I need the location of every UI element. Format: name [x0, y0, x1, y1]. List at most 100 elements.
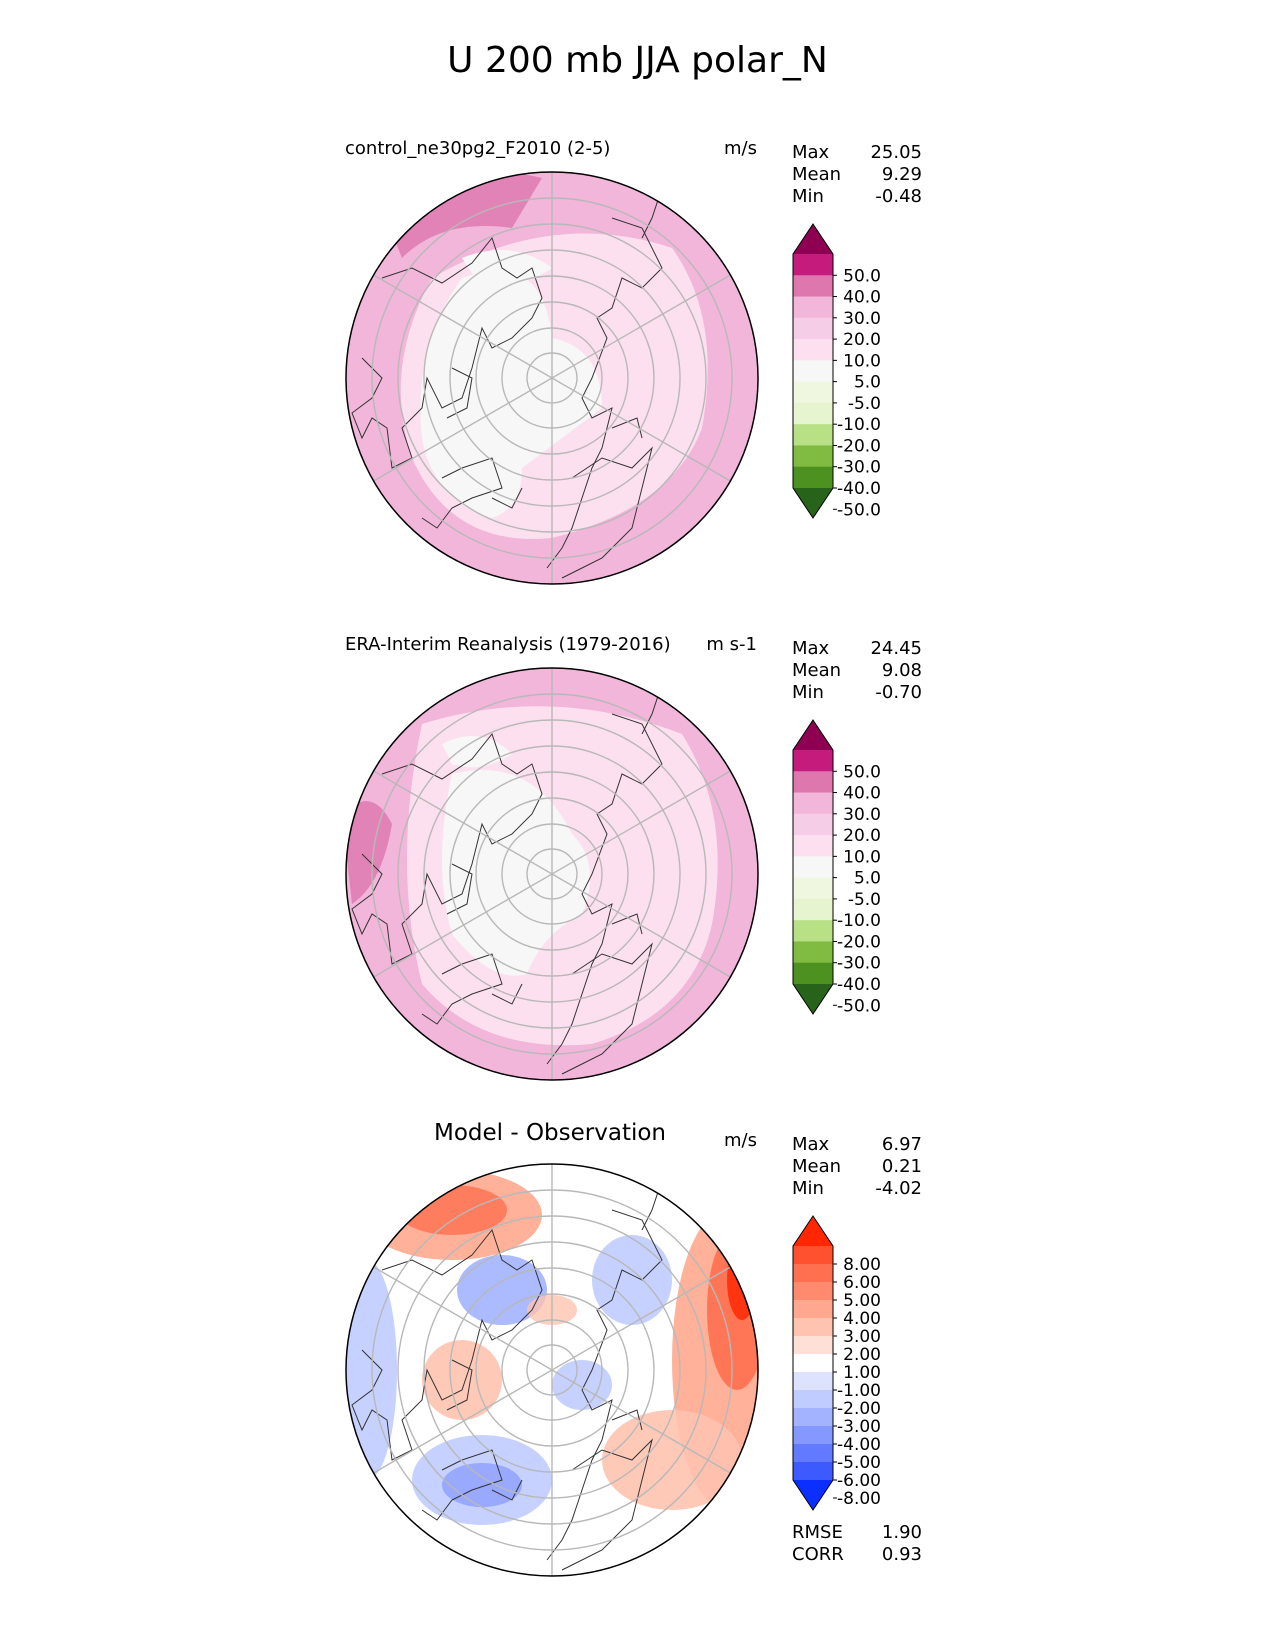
- colorbar-tick-label: -40.0: [837, 975, 881, 995]
- colorbar-tick-label: -2.00: [837, 1399, 881, 1419]
- stat-label: CORR: [792, 1544, 844, 1565]
- colorbar-segment: [793, 877, 833, 900]
- panel-title: Model - Observation: [433, 1120, 667, 1146]
- colorbar-tick-label: 50.0: [843, 762, 881, 782]
- stat-value: 6.97: [881, 1134, 922, 1155]
- map-boundary: [345, 1163, 759, 1577]
- colorbar-segment: [793, 771, 833, 794]
- stat-label: Min: [792, 682, 824, 703]
- stat-label: Min: [792, 186, 824, 207]
- stat-value: -0.48: [875, 186, 922, 207]
- colorbar-segment: [793, 1354, 833, 1373]
- stats-box: Max 25.05 Mean 9.29 Min -0.48: [792, 142, 922, 208]
- colorbar-tick-label: -30.0: [837, 458, 881, 478]
- stat-min: Min -0.48: [792, 186, 922, 208]
- colorbar-tick-label: 5.00: [843, 1291, 881, 1311]
- colorbar-tick-label: -4.00: [837, 1435, 881, 1455]
- colorbar-segment: [793, 1318, 833, 1337]
- colorbar-tick-label: 3.00: [843, 1327, 881, 1347]
- stat-label: Max: [792, 142, 830, 163]
- map-boundary: [345, 667, 759, 1081]
- colorbar-segment: [793, 856, 833, 879]
- colorbar-segment: [793, 835, 833, 857]
- stat-value: 0.93: [881, 1544, 922, 1565]
- panel-units: m/s: [724, 1130, 757, 1151]
- panel-units: m/s: [724, 138, 757, 159]
- polar-map: [345, 171, 759, 585]
- colorbar-segment: [793, 466, 833, 489]
- colorbar-extend-min: [793, 1480, 833, 1510]
- field-contour: [346, 801, 392, 904]
- field-contour: [397, 1185, 507, 1235]
- colorbar-segment: [793, 254, 833, 276]
- stat-mean: Mean 9.29: [792, 164, 922, 186]
- colorbar-segment: [793, 750, 833, 772]
- colorbar-tick-label: 5.0: [854, 869, 881, 889]
- stat-value: 24.45: [870, 638, 922, 659]
- stat-label: Max: [792, 638, 830, 659]
- colorbar-tick-label: -5.0: [848, 394, 881, 414]
- colorbar-segment: [793, 1300, 833, 1319]
- colorbar: 50.040.030.020.010.05.0-5.0-10.0-20.0-30…: [792, 223, 881, 520]
- field-contour: [457, 1255, 547, 1325]
- stat-label: Mean: [792, 164, 842, 185]
- stats-box: Max 6.97 Mean 0.21 Min -4.02: [792, 1134, 922, 1200]
- graticule: [371, 1164, 733, 1576]
- colorbar-segment: [793, 339, 833, 361]
- colorbar-segment: [793, 381, 833, 404]
- error-stats: RMSE 1.90 CORR 0.93: [792, 1522, 922, 1566]
- colorbar-segment: [793, 360, 833, 383]
- colorbar-segment: [793, 296, 833, 319]
- colorbar-extend-max: [793, 224, 833, 254]
- polar-map: [345, 667, 759, 1081]
- figure-title: U 200 mb JJA polar_N: [447, 40, 828, 81]
- colorbar-tick-label: 2.00: [843, 1345, 881, 1365]
- colorbar-tick-label: -6.00: [837, 1471, 881, 1491]
- colorbar-tick-label: -20.0: [837, 932, 881, 952]
- stat-label: Max: [792, 1134, 830, 1155]
- stat-value: 25.05: [870, 142, 922, 163]
- colorbar-segment: [793, 792, 833, 815]
- colorbar-tick-label: -3.00: [837, 1417, 881, 1437]
- stat-label: RMSE: [792, 1522, 843, 1543]
- panel-ref: ERA-Interim Reanalysis (1979-2016) m s-1…: [0, 626, 1275, 1116]
- colorbar-tick-label: 10.0: [843, 351, 881, 371]
- stat-label: Mean: [792, 660, 842, 681]
- stat-max: Max 6.97: [792, 1134, 922, 1156]
- stat-label: Mean: [792, 1156, 842, 1177]
- colorbar-segment: [793, 1372, 833, 1391]
- stat-value: 0.21: [881, 1156, 922, 1177]
- polar-map: [345, 1163, 759, 1577]
- colorbar-tick-label: -5.00: [837, 1453, 881, 1473]
- colorbar-tick-label: -1.00: [837, 1381, 881, 1401]
- colorbar-tick-label: -20.0: [837, 436, 881, 456]
- colorbar-tick-label: -50.0: [837, 996, 881, 1016]
- colorbar-tick-label: 1.00: [843, 1363, 881, 1383]
- colorbar-segment: [793, 1444, 833, 1463]
- colorbar-segment: [793, 1282, 833, 1301]
- panel-diff: Model - Observation m/s Max 6.97 Mean 0.21…: [0, 1120, 1275, 1612]
- colorbar: 8.006.005.004.003.002.001.00-1.00-2.00-3…: [792, 1215, 881, 1511]
- colorbar-extend-min: [793, 984, 833, 1014]
- field-contour: [592, 1235, 672, 1325]
- colorbar-segment: [793, 898, 833, 921]
- colorbar-segment: [793, 275, 833, 298]
- colorbar-tick-label: 20.0: [843, 330, 881, 350]
- stats-box: Max 24.45 Mean 9.08 Min -0.70: [792, 638, 922, 704]
- panel-test: control_ne30pg2_F2010 (2-5) m/s Max 25.05…: [0, 130, 1275, 620]
- graticule: [371, 668, 733, 1080]
- colorbar-tick-label: 40.0: [843, 288, 881, 308]
- field-contour: [602, 1410, 742, 1510]
- panel-title: control_ne30pg2_F2010 (2-5): [345, 138, 611, 159]
- stat-label: Min: [792, 1178, 824, 1199]
- colorbar-segment: [793, 941, 833, 964]
- stat-value: -4.02: [875, 1178, 922, 1199]
- colorbar-segment: [793, 1246, 833, 1265]
- colorbar-tick-label: -10.0: [837, 911, 881, 931]
- colorbar-tick-label: -5.0: [848, 890, 881, 910]
- colorbar-extend-max: [793, 1216, 833, 1246]
- colorbar-segment: [793, 813, 833, 836]
- colorbar-tick-label: 10.0: [843, 847, 881, 867]
- stat-mean: Mean 9.08: [792, 660, 922, 682]
- colorbar-tick-label: 4.00: [843, 1309, 881, 1329]
